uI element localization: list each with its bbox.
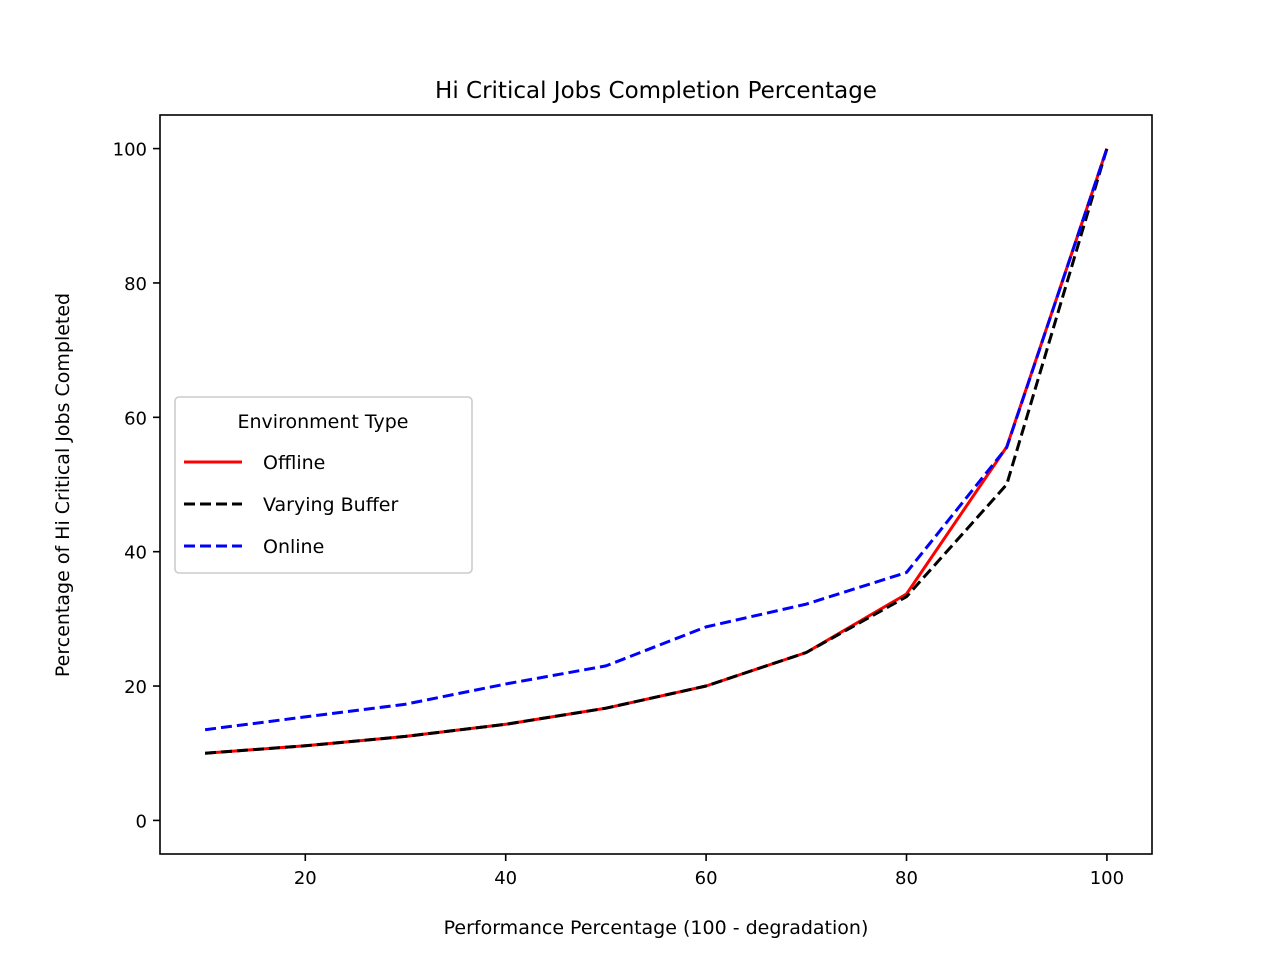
legend-label: Varying Buffer (263, 494, 398, 516)
legend-entries: Offline Varying Buffer Online (184, 452, 398, 558)
y-tick-label: 60 (124, 408, 147, 429)
series-layer (204, 148, 1109, 755)
legend: Environment Type Offline Varying Buffer On… (174, 396, 473, 574)
x-tick-label: 80 (895, 868, 918, 889)
y-axis-label: Percentage of Hi Critical Jobs Completed (52, 293, 74, 677)
x-tick-label: 60 (695, 868, 718, 889)
legend-label: Offline (263, 452, 325, 474)
ticks-layer: 20 40 60 80 100 0 20 40 60 80 100 (113, 140, 1124, 889)
x-tick-label: 20 (294, 868, 317, 889)
legend-title: Environment Type (238, 411, 409, 433)
y-tick-label: 100 (113, 140, 147, 161)
x-tick-label: 40 (494, 868, 517, 889)
x-axis-label: Performance Percentage (100 - degradatio… (444, 917, 869, 939)
legend-label: Online (263, 536, 324, 558)
series-line-online (204, 148, 1109, 732)
x-tick-label: 100 (1090, 868, 1124, 889)
y-tick-label: 0 (136, 811, 147, 832)
y-tick-label: 20 (124, 677, 147, 698)
legend-box (174, 396, 473, 574)
chart-title: Hi Critical Jobs Completion Percentage (435, 78, 877, 104)
series-line-varying-buffer (204, 148, 1109, 755)
y-tick-label: 40 (124, 543, 147, 564)
plot-frame (159, 114, 1153, 855)
y-tick-label: 80 (124, 274, 147, 295)
